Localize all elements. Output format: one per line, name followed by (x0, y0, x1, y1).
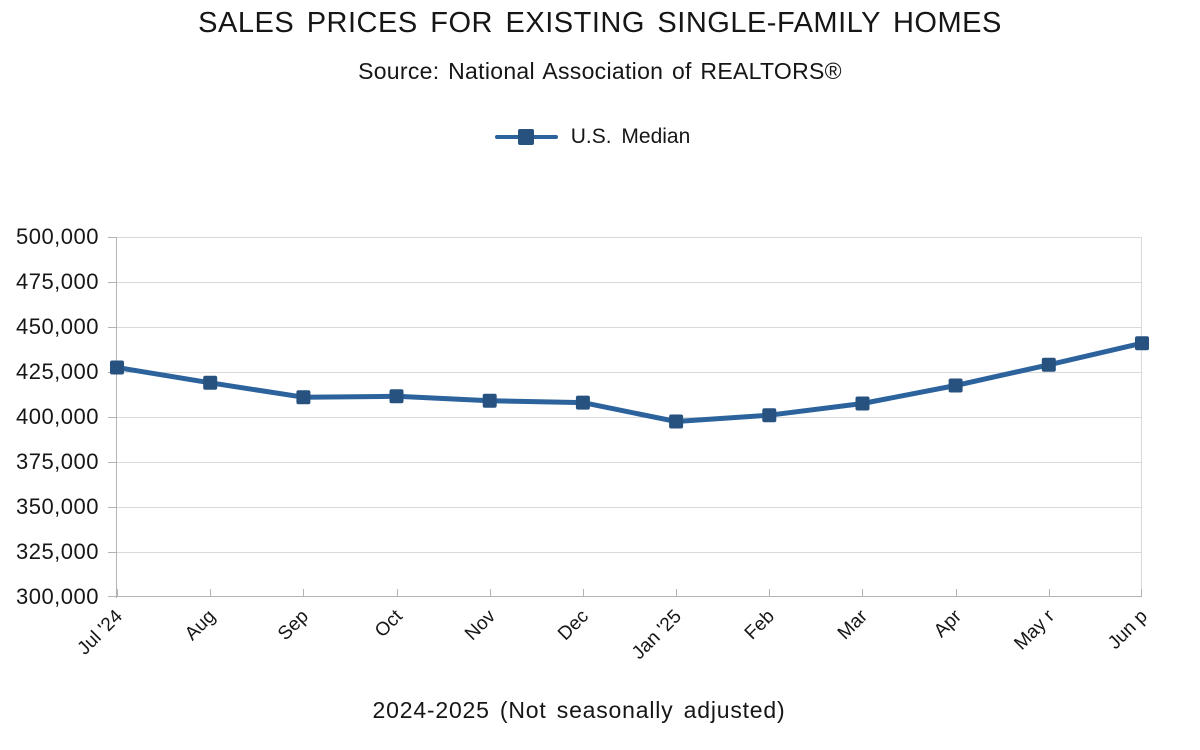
gridline (117, 237, 1142, 238)
x-axis-tick (769, 589, 771, 597)
y-axis-label: 300,000 (15, 584, 99, 609)
y-axis-tick (108, 552, 116, 553)
data-point-marker (296, 390, 311, 405)
x-axis-label: Jul '24 (73, 606, 127, 660)
x-axis-tick (396, 589, 398, 597)
gridline (117, 327, 1142, 328)
x-axis-label: Feb (741, 606, 780, 645)
x-axis-tick (862, 589, 864, 597)
x-axis-tick (489, 589, 491, 597)
y-axis-tick (108, 596, 116, 597)
chart-subtitle: Source: National Association of REALTORS… (358, 58, 842, 84)
plot-area: 500,000 475,000 450,000 425,000 400,000 375,0… (16, 225, 1152, 664)
y-axis-label: 500,000 (15, 224, 99, 249)
y-axis-label: 325,000 (15, 539, 99, 564)
series-us-median (110, 336, 1149, 429)
legend-swatch (494, 129, 558, 145)
x-axis-tick (117, 589, 118, 597)
x-axis-label: Mar (834, 606, 873, 644)
y-axis-tick (108, 237, 116, 238)
x-axis-label: Aug (181, 606, 221, 645)
gridline (117, 596, 1142, 597)
gridline (117, 462, 1142, 463)
series-line (114, 340, 1145, 424)
data-point-marker (482, 393, 497, 408)
data-point-marker (203, 375, 218, 390)
plot-right-border (1141, 237, 1142, 597)
y-axis-label: 375,000 (15, 449, 99, 474)
data-point-marker (575, 395, 590, 410)
data-point-marker (855, 396, 870, 411)
x-axis-label: Apr (929, 606, 966, 642)
y-axis-line (116, 237, 117, 598)
gridline (117, 507, 1142, 508)
y-axis-label: 425,000 (15, 359, 99, 384)
y-axis-label: 350,000 (15, 494, 99, 519)
data-point-marker (389, 389, 404, 404)
y-axis-tick (108, 462, 116, 463)
legend-label: U.S. Median (570, 125, 691, 148)
data-point-marker (1135, 336, 1149, 351)
y-axis-label: 475,000 (15, 269, 99, 294)
legend-square-marker-icon (517, 129, 534, 145)
x-axis-label: Jun p (1104, 606, 1152, 654)
x-axis-tick (210, 589, 212, 597)
gridline (117, 282, 1142, 283)
y-axis-label: 400,000 (15, 404, 99, 429)
x-axis-tick (676, 589, 678, 597)
gridline (117, 552, 1142, 553)
y-axis-label: 450,000 (15, 314, 99, 339)
legend: U.S. Median (0, 123, 1185, 151)
x-axis-label: Jan '25 (628, 606, 686, 664)
y-axis-tick (108, 282, 116, 283)
data-point-marker (110, 360, 124, 375)
chart-title: SALES PRICES FOR EXISTING SINGLE-FAMILY … (198, 7, 1002, 39)
x-axis-tick (582, 589, 584, 597)
data-point-marker (948, 378, 963, 393)
y-axis-tick (108, 417, 116, 418)
x-axis-tick (303, 589, 305, 597)
x-axis-tick (1048, 589, 1050, 597)
gridline (117, 372, 1142, 373)
x-axis-tick (955, 589, 957, 597)
data-point-marker (669, 414, 684, 429)
x-axis-label: Nov (460, 606, 500, 645)
x-axis-tick (1141, 589, 1142, 597)
x-axis-label: May r (1010, 606, 1059, 655)
x-axis-label: Oct (370, 606, 407, 642)
y-axis-tick (108, 507, 116, 508)
x-axis-caption: 2024-2025 (Not seasonally adjusted) (372, 697, 786, 723)
gridline (117, 417, 1142, 418)
data-point-marker (1041, 357, 1056, 372)
x-axis-label: Sep (274, 606, 314, 645)
x-axis-label: Dec (554, 606, 593, 645)
data-point-marker (762, 408, 777, 423)
y-axis-tick (108, 327, 116, 328)
